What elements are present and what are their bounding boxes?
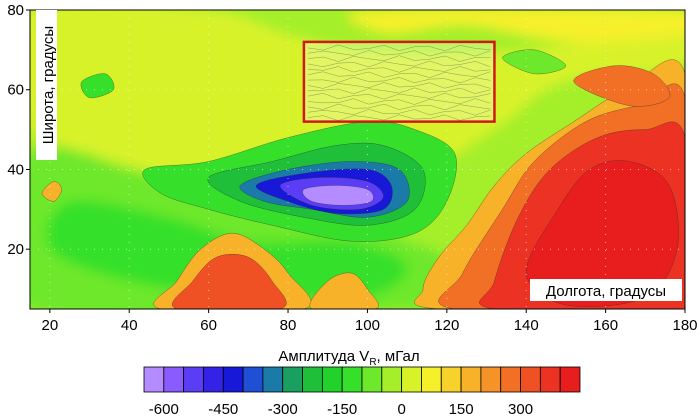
high-ne-red xyxy=(573,65,671,107)
colorbar-tick-label: -150 xyxy=(327,401,357,418)
x-axis-label-group: Долгота, градусы xyxy=(530,279,682,301)
colorbar-cell xyxy=(559,366,581,393)
colorbar-cell xyxy=(500,366,521,393)
spot-nw xyxy=(80,73,115,99)
inset-region-frame xyxy=(302,40,496,123)
colorbar-title: Амплитуда VR, мГал xyxy=(278,348,419,368)
plot-area xyxy=(30,10,685,309)
colorbar-cells xyxy=(143,366,581,393)
x-tick-label: 20 xyxy=(42,317,59,334)
colorbar-tick-label: 150 xyxy=(449,401,474,418)
colorbar-tick-label: 0 xyxy=(397,401,405,418)
x-tick-label: 60 xyxy=(200,317,217,334)
high-sw-red xyxy=(172,253,287,309)
colorbar-cell xyxy=(163,366,185,393)
colorbar-cell xyxy=(421,366,442,393)
y-axis-label-group: Широта, градусы xyxy=(36,10,57,160)
colorbar-cell xyxy=(361,366,383,393)
y-tick-label: 80 xyxy=(7,2,24,19)
colorbar-cell xyxy=(242,366,264,393)
zone-north-yellow xyxy=(346,10,685,43)
colorbar-cell xyxy=(321,366,343,393)
y-tick-label: 20 xyxy=(7,241,24,258)
colorbar-cell xyxy=(460,366,482,393)
colorbar-cell xyxy=(520,366,541,393)
annotation-layer xyxy=(302,40,496,123)
colorbar-cell xyxy=(302,366,323,393)
colorbar-tick-label: -300 xyxy=(268,401,298,418)
colorbar-tick-label: -450 xyxy=(208,401,238,418)
y-axis: 20 40 60 80 xyxy=(7,2,30,258)
x-tick-label: 120 xyxy=(434,317,459,334)
x-tick-label: 160 xyxy=(593,317,618,334)
colorbar-cell xyxy=(539,366,561,393)
colorbar-labels: -600 -450 -300 -150 0 150 300 xyxy=(149,401,533,418)
y-tick-label: 40 xyxy=(7,161,24,178)
x-tick-label: 180 xyxy=(672,317,697,334)
x-axis: 20 40 60 80 100 120 140 160 180 xyxy=(42,309,698,334)
colorbar-cell xyxy=(203,366,224,393)
colorbar-tick-label: 300 xyxy=(508,401,533,418)
colorbar-cell xyxy=(143,366,165,393)
colorbar-cell xyxy=(440,366,462,393)
colorbar: Амплитуда VR, мГал -600 -450 -300 -150 0 150 3… xyxy=(143,348,581,418)
high-s-orange xyxy=(309,272,379,309)
x-axis-label: Долгота, градусы xyxy=(546,283,666,300)
x-tick-label: 140 xyxy=(514,317,539,334)
colorbar-cell xyxy=(262,366,284,393)
colorbar-cell xyxy=(381,366,403,393)
y-axis-label: Широта, градусы xyxy=(40,26,57,144)
colorbar-cell xyxy=(480,366,502,393)
field-contours xyxy=(41,49,685,309)
inset-coastlines xyxy=(307,44,491,121)
colorbar-tick-label: -600 xyxy=(149,401,179,418)
x-tick-label: 100 xyxy=(355,317,380,334)
amplitude-field xyxy=(30,10,685,309)
high-east-red3 xyxy=(525,160,679,308)
colorbar-cell xyxy=(282,366,303,393)
colorbar-cell xyxy=(401,366,422,393)
colorbar-cell xyxy=(183,366,204,393)
colorbar-cell xyxy=(341,366,363,393)
spot-west xyxy=(41,181,63,202)
y-tick-label: 60 xyxy=(7,82,24,99)
colorbar-cell xyxy=(222,366,244,393)
x-tick-label: 40 xyxy=(121,317,138,334)
low-lavender xyxy=(302,185,374,206)
x-tick-label: 80 xyxy=(280,317,297,334)
plot-frame xyxy=(29,9,686,310)
spot-ne-green xyxy=(502,49,567,75)
